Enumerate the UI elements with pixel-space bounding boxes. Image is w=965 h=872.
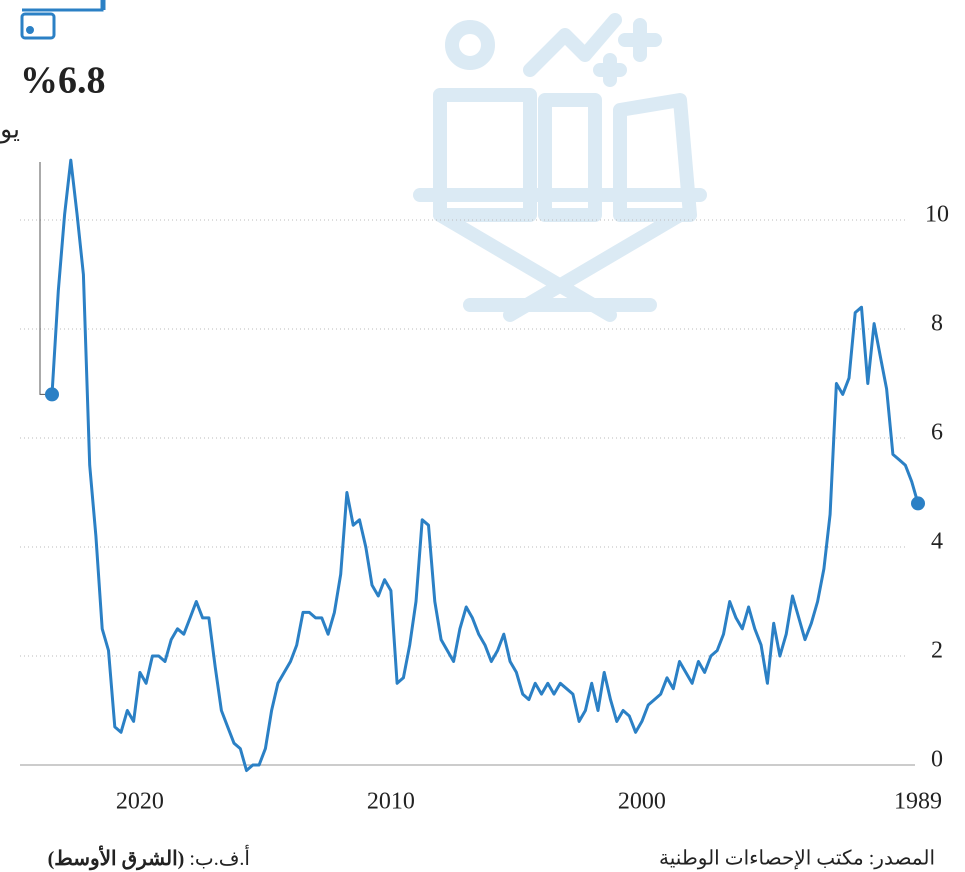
leader-line xyxy=(40,162,52,394)
x-tick-label: 2010 xyxy=(367,789,415,815)
end-point xyxy=(911,496,925,510)
y-tick-label: 8 xyxy=(931,311,943,337)
background-icon xyxy=(420,20,700,315)
credit-prefix: أ.ف.ب: xyxy=(189,844,250,870)
credit-bold: (الشرق الأوسط) xyxy=(48,845,185,871)
corner-icon xyxy=(22,0,104,38)
x-tick-label: 1989 xyxy=(894,789,942,815)
annotation-value: %6.8 xyxy=(20,60,106,102)
y-tick-label: 2 xyxy=(931,638,943,664)
x-tick-label: 2020 xyxy=(116,789,164,815)
y-tick-label: 0 xyxy=(931,747,943,773)
x-tick-label: 2000 xyxy=(618,789,666,815)
end-point xyxy=(45,387,59,401)
data-line xyxy=(52,160,918,770)
y-tick-label: 10 xyxy=(925,202,949,228)
annotation-date: يوليو (تموز) 2023 xyxy=(0,117,20,145)
y-tick-label: 4 xyxy=(931,529,943,555)
chart: %6.8 يوليو (تموز) 2023 0 2 4 6 8 10 1989 2000 20… xyxy=(0,0,965,872)
plot-area: 0 2 4 6 8 10 1989 2000 2010 2020 xyxy=(20,160,949,814)
source: المصدر: مكتب الإحصاءات الوطنية xyxy=(659,848,935,871)
y-tick-label: 6 xyxy=(931,420,943,446)
credit: أ.ف.ب: (الشرق الأوسط) xyxy=(48,844,250,871)
